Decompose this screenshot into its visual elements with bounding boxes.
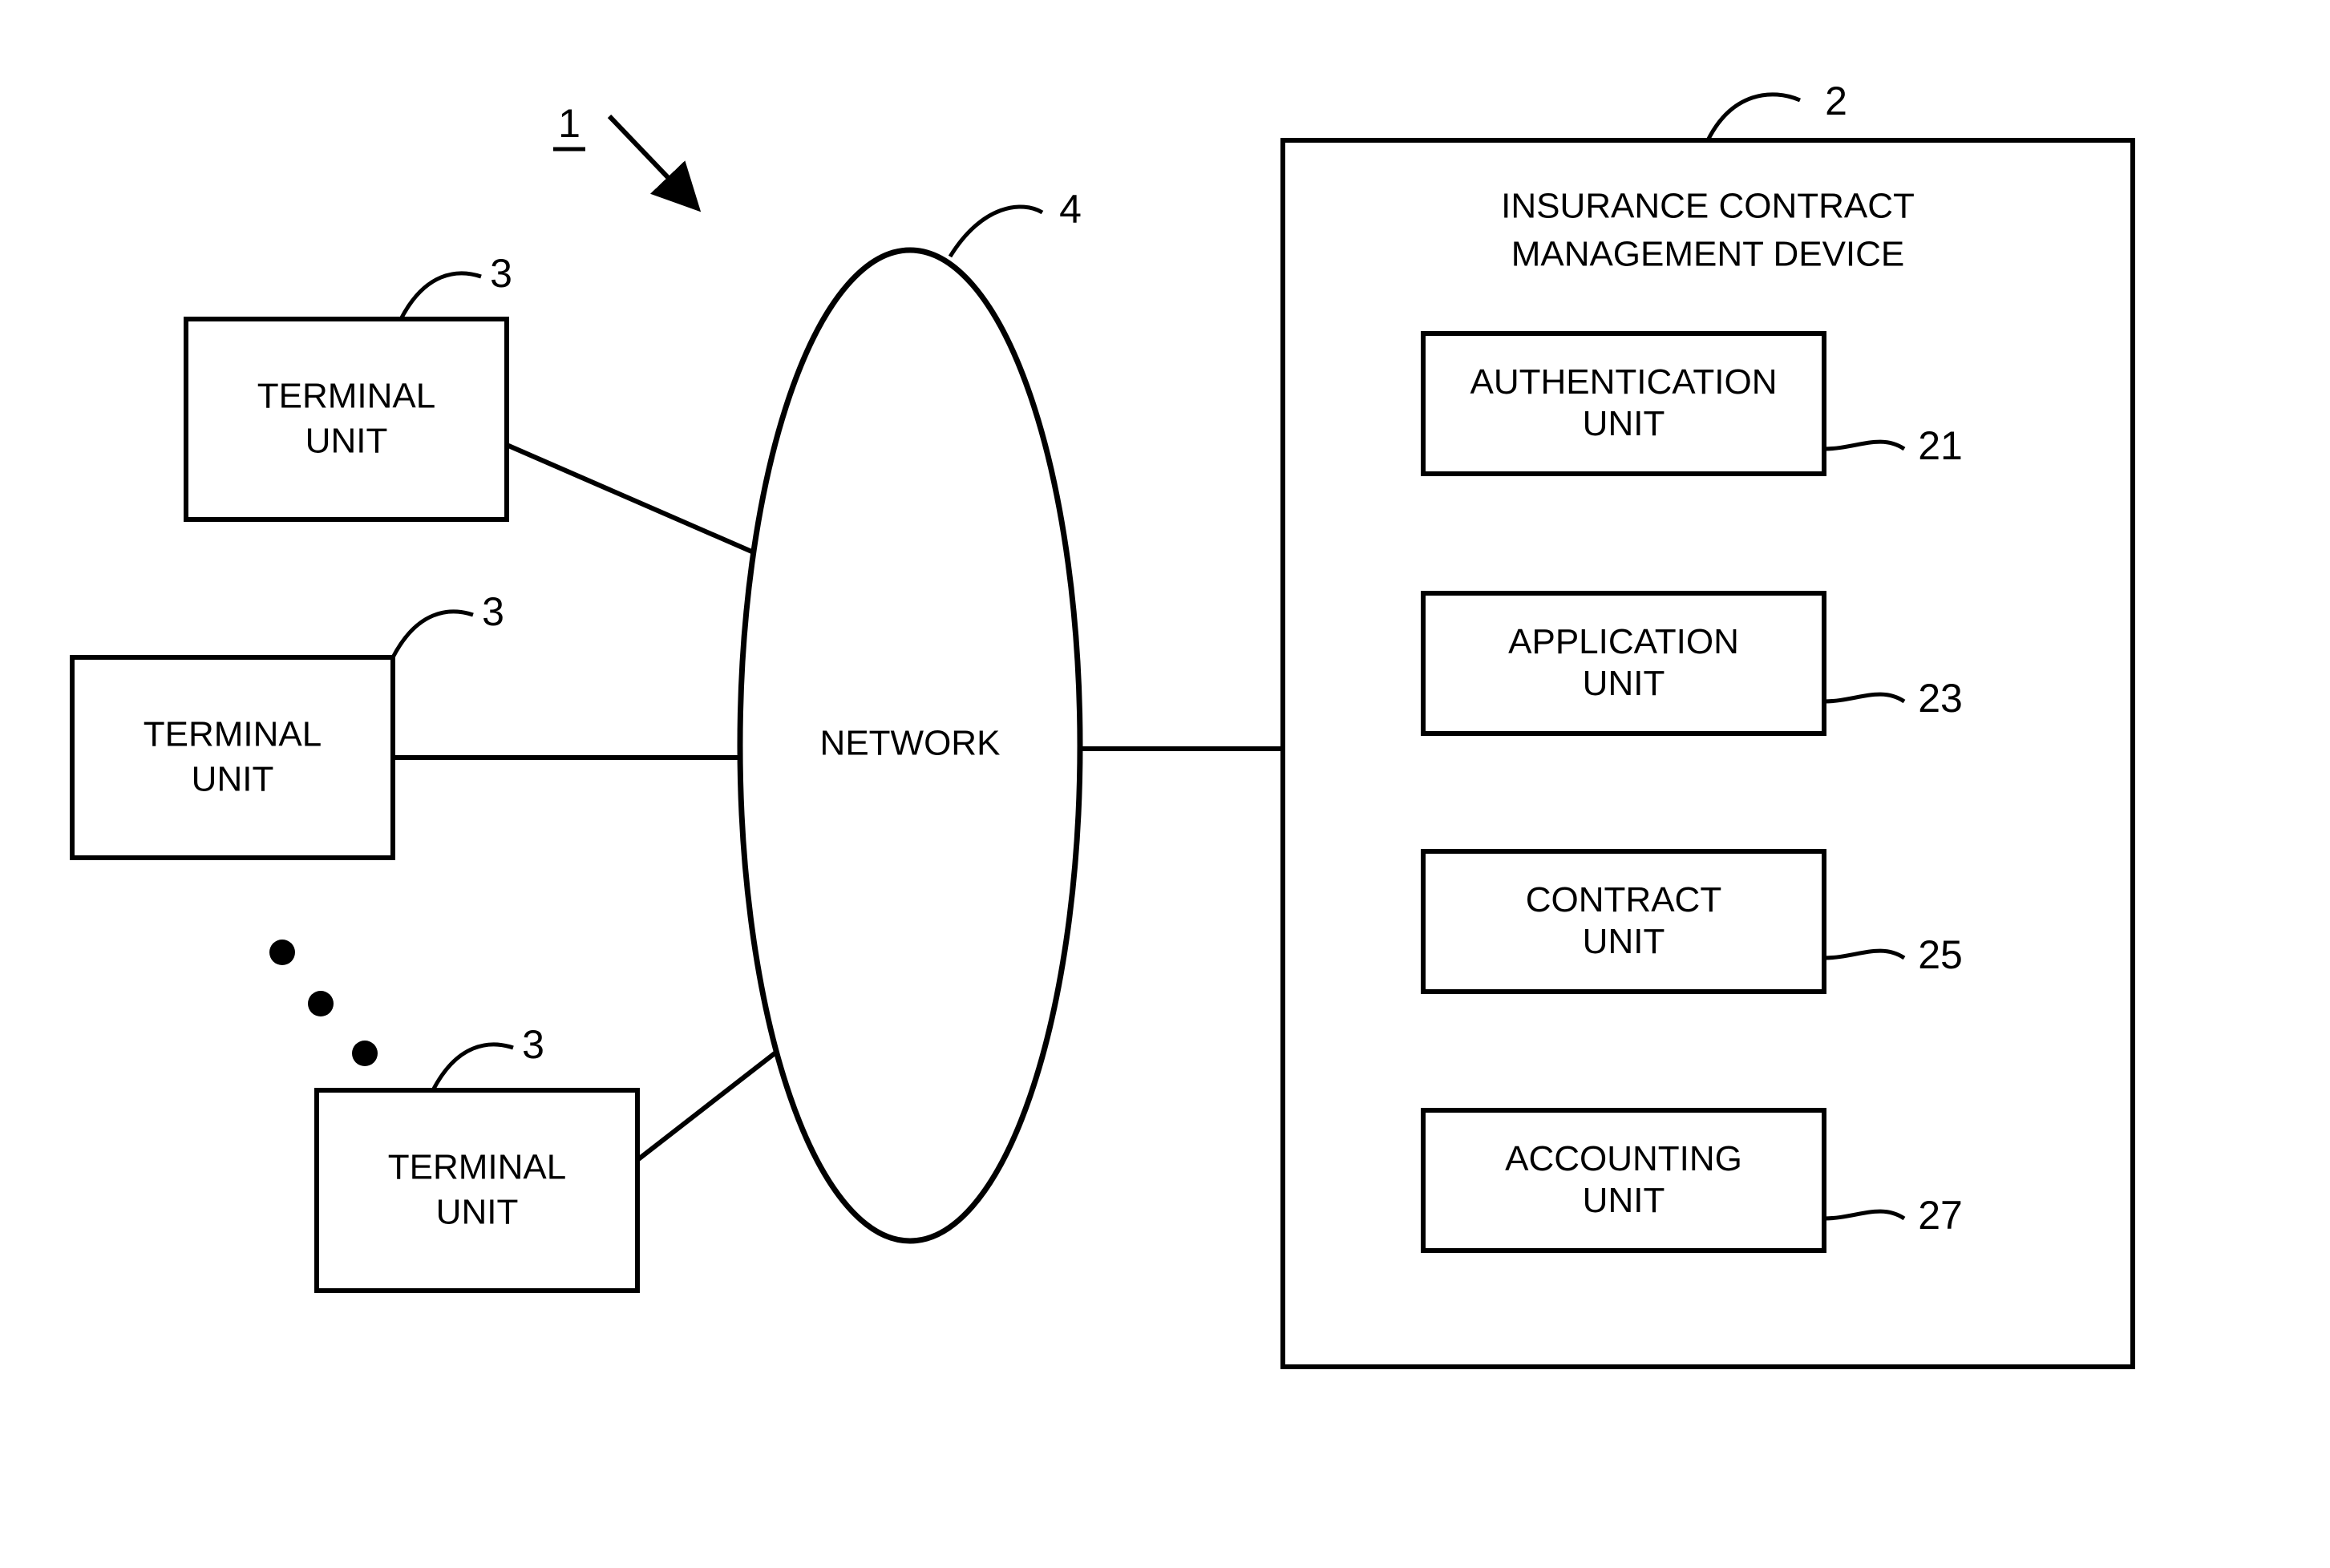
- device-group: INSURANCE CONTRACT MANAGEMENT DEVICE 2 A…: [1283, 79, 2133, 1367]
- network-node: NETWORK 4: [740, 187, 1082, 1241]
- terminal-2: TERMINAL UNIT 3: [72, 589, 504, 858]
- terminal-1-leader: [401, 273, 481, 319]
- ellipsis-dot-1: [269, 940, 295, 965]
- terminal-2-line2: UNIT: [192, 760, 274, 799]
- system-label: 1: [558, 101, 580, 146]
- terminal-1-line1: TERMINAL: [257, 377, 435, 416]
- device-unit-4-line1: ACCOUNTING: [1505, 1139, 1742, 1178]
- device-unit-2-line1: APPLICATION: [1508, 622, 1739, 661]
- device-ref-number: 2: [1825, 79, 1847, 123]
- device-unit-3-line1: CONTRACT: [1526, 880, 1721, 919]
- device-unit-2-line2: UNIT: [1583, 664, 1665, 703]
- terminal-2-leader: [393, 612, 473, 657]
- ellipsis-dot-2: [308, 991, 334, 1016]
- terminal-1-box: [186, 319, 507, 519]
- diagram-canvas: 1 NETWORK 4 TERMINALUNIT3TERMINALUNIT3TE…: [0, 0, 2330, 1568]
- device-unit-4-line2: UNIT: [1583, 1181, 1665, 1220]
- terminal-2-line1: TERMINAL: [144, 715, 322, 754]
- ellipsis-dots: [269, 940, 378, 1066]
- device-title-line2: MANAGEMENT DEVICE: [1511, 235, 1905, 274]
- device-unit-1-line2: UNIT: [1583, 404, 1665, 443]
- terminal-3-ref-number: 3: [522, 1022, 544, 1067]
- terminal-2-ref-number: 3: [482, 589, 504, 634]
- network-leader: [950, 207, 1042, 257]
- terminal-1-connection: [507, 445, 774, 561]
- terminal-1: TERMINAL UNIT 3: [186, 251, 512, 519]
- network-ref-number: 4: [1059, 187, 1082, 232]
- device-unit-1-line1: AUTHENTICATION: [1470, 362, 1778, 402]
- device-unit-4-ref-number: 27: [1918, 1193, 1963, 1238]
- device-leader: [1708, 95, 1800, 140]
- terminal-3-line2: UNIT: [436, 1193, 519, 1232]
- device-unit-1-ref-number: 21: [1918, 423, 1963, 468]
- device-unit-3-line2: UNIT: [1583, 922, 1665, 961]
- device-unit-3-ref-number: 25: [1918, 932, 1963, 977]
- terminal-2-box: [72, 657, 393, 858]
- network-label: NETWORK: [820, 724, 1001, 763]
- system-label-group: 1: [553, 101, 698, 208]
- terminal-1-line2: UNIT: [305, 422, 388, 461]
- device-title-line1: INSURANCE CONTRACT: [1501, 187, 1915, 226]
- terminal-1-ref-number: 3: [490, 251, 512, 296]
- system-arrow: [609, 116, 698, 208]
- terminals-group: TERMINAL UNIT 3 TERMINAL UNIT 3 TERMINAL UNIT 3: [72, 251, 637, 1291]
- device-unit-2-ref-number: 23: [1918, 676, 1963, 721]
- ellipsis-dot-3: [352, 1041, 378, 1066]
- terminal-3-box: [317, 1090, 637, 1291]
- terminal-3-line1: TERMINAL: [388, 1148, 566, 1187]
- terminal-3-leader: [433, 1045, 513, 1090]
